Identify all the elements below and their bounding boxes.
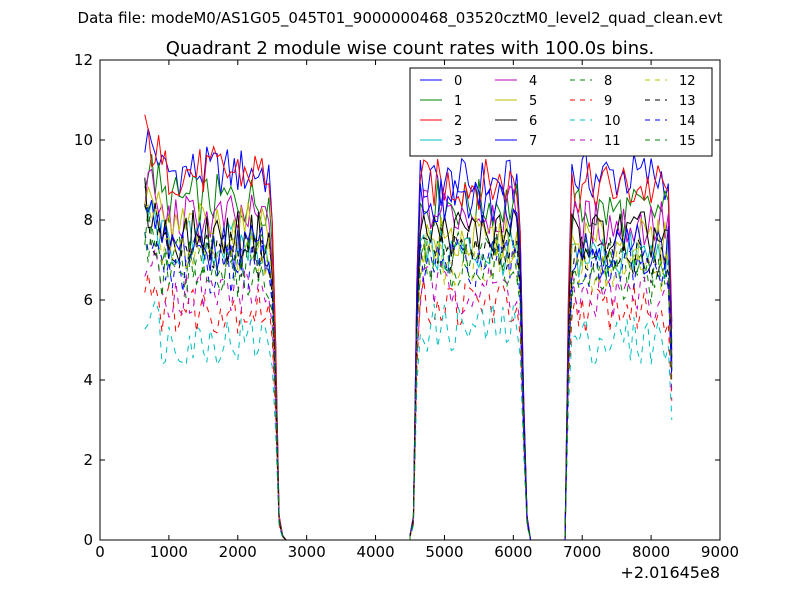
series-line-11 — [144, 248, 673, 541]
series-line-13 — [144, 203, 673, 541]
x-tick-label: 4000 — [356, 543, 394, 561]
legend-label-13: 13 — [679, 94, 696, 109]
x-tick-label: 3000 — [288, 543, 326, 561]
legend-label-3: 3 — [454, 134, 462, 149]
legend-label-15: 15 — [679, 134, 696, 149]
x-tick-label: 9000 — [701, 543, 739, 561]
y-tick-label: 12 — [74, 51, 93, 69]
series-line-6 — [144, 177, 673, 541]
series-line-0 — [144, 128, 673, 541]
series-line-9 — [144, 273, 673, 541]
x-tick-label: 5000 — [425, 543, 463, 561]
series-line-8 — [144, 206, 673, 541]
axes: 0 1000 2000 3000 4000 5000 6000 7000 8000 9000 0 2 4… — [74, 51, 739, 561]
legend-label-8: 8 — [604, 74, 612, 89]
legend-label-7: 7 — [529, 134, 537, 149]
series-line-15 — [144, 224, 673, 541]
legend-label-9: 9 — [604, 94, 612, 109]
x-tick-label: 6000 — [494, 543, 532, 561]
y-tick-label: 10 — [74, 131, 93, 149]
x-offset-label: +2.01645e8 — [620, 563, 720, 582]
series-line-1 — [144, 154, 673, 541]
legend-label-1: 1 — [454, 94, 462, 109]
y-tick-label: 4 — [83, 371, 93, 389]
legend-label-5: 5 — [529, 94, 537, 109]
x-tick-label: 0 — [95, 543, 105, 561]
y-tick-label: 2 — [83, 451, 93, 469]
legend-label-4: 4 — [529, 74, 537, 89]
y-tick-label: 8 — [83, 211, 93, 229]
legend-label-12: 12 — [679, 74, 696, 89]
legend-label-14: 14 — [679, 114, 696, 129]
legend-label-0: 0 — [454, 74, 462, 89]
series-line-7 — [144, 178, 673, 541]
legend-label-10: 10 — [604, 114, 621, 129]
legend-label-11: 11 — [604, 134, 621, 149]
x-tick-label: 8000 — [632, 543, 670, 561]
legend-label-6: 6 — [529, 114, 537, 129]
x-tick-label: 7000 — [563, 543, 601, 561]
y-tick-label: 0 — [83, 531, 93, 549]
chart-title: Quadrant 2 module wise count rates with … — [166, 38, 655, 59]
series-line-14 — [144, 232, 673, 541]
legend-box — [409, 67, 713, 157]
data-file-label: Data file: modeM0/AS1G05_045T01_90000004… — [78, 9, 723, 28]
legend-label-2: 2 — [454, 114, 462, 129]
series-line-4 — [144, 168, 673, 541]
y-tick-label: 6 — [83, 291, 93, 309]
x-tick-label: 2000 — [219, 543, 257, 561]
x-tick-label: 1000 — [150, 543, 188, 561]
series-line-12 — [144, 204, 673, 541]
series-line-2 — [144, 114, 673, 541]
series-line-10 — [144, 299, 673, 541]
plot-lines — [144, 114, 673, 541]
